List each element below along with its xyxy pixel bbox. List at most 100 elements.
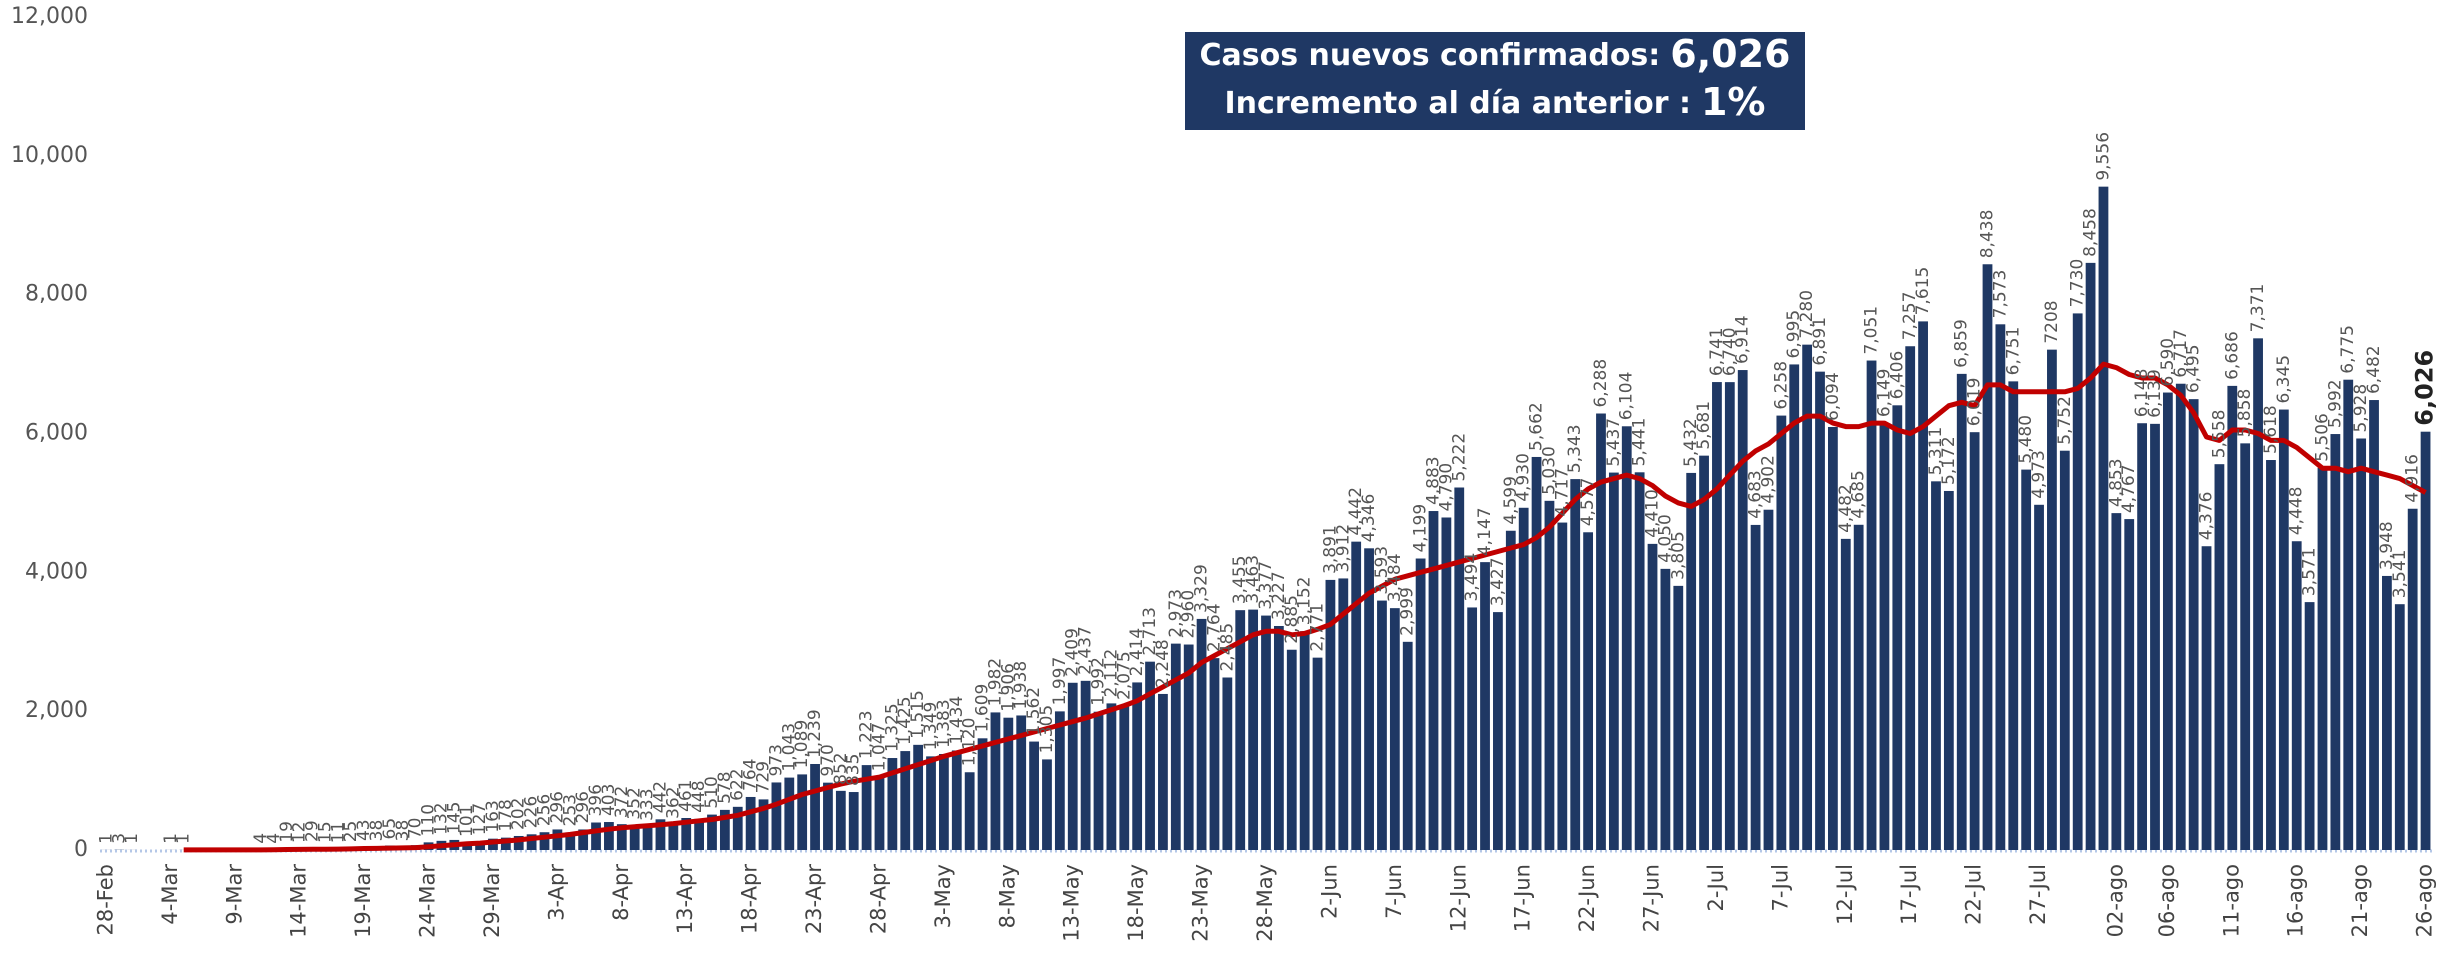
bar bbox=[1248, 609, 1259, 850]
data-label: 3,427 bbox=[1488, 557, 1508, 606]
data-label: 1,047 bbox=[869, 723, 889, 772]
bar bbox=[1931, 481, 1941, 850]
bar bbox=[1145, 661, 1155, 850]
x-tick-label: 23-Apr bbox=[802, 864, 826, 935]
data-label: 5,928 bbox=[2351, 384, 2371, 433]
data-label: 835 bbox=[844, 754, 864, 786]
bar bbox=[1866, 360, 1877, 850]
bar bbox=[2343, 379, 2354, 850]
data-label: 5,618 bbox=[2261, 405, 2281, 454]
x-tick-label: 27-Jul bbox=[2026, 864, 2050, 925]
data-label: 5,437 bbox=[1604, 418, 1624, 467]
bar bbox=[1596, 413, 1606, 850]
x-tick-label: 3-Apr bbox=[544, 864, 568, 921]
data-label: 1,982 bbox=[985, 658, 1005, 707]
x-tick-label: 8-Apr bbox=[609, 864, 633, 921]
bar bbox=[1673, 585, 1684, 850]
x-tick-label: 22-Jul bbox=[1962, 864, 1986, 925]
bar bbox=[642, 826, 653, 850]
bar bbox=[2059, 450, 2070, 850]
data-label: 5,992 bbox=[2325, 379, 2345, 428]
data-label: 4,050 bbox=[1655, 514, 1675, 563]
annotation-value: 1% bbox=[1701, 80, 1766, 124]
data-label: 2,764 bbox=[1204, 603, 1224, 652]
y-tick-label: 4,000 bbox=[25, 559, 88, 584]
bar bbox=[1634, 472, 1645, 850]
data-label: 4,147 bbox=[1475, 507, 1495, 556]
bar bbox=[1351, 541, 1362, 850]
data-label: 852 bbox=[831, 752, 851, 784]
bar bbox=[694, 818, 705, 850]
bar bbox=[977, 738, 988, 850]
bar bbox=[1467, 607, 1478, 850]
data-label: 3,227 bbox=[1269, 571, 1289, 620]
x-tick-label: 8-May bbox=[995, 864, 1019, 928]
data-label: 2,771 bbox=[1308, 603, 1328, 652]
bar bbox=[1995, 324, 2006, 850]
data-label: 5,558 bbox=[2209, 410, 2229, 459]
x-tick-label: 18-May bbox=[1124, 864, 1148, 942]
bar bbox=[2201, 546, 2212, 850]
data-label: 5,441 bbox=[1630, 418, 1650, 467]
bar bbox=[1905, 346, 1916, 850]
bar bbox=[1222, 677, 1233, 850]
bar bbox=[758, 799, 769, 850]
data-label: 6,686 bbox=[2222, 331, 2242, 380]
annotation-box bbox=[1185, 32, 1805, 130]
data-label: 4,902 bbox=[1758, 455, 1778, 504]
data-label: 8,438 bbox=[1978, 210, 1998, 259]
bar bbox=[1119, 705, 1130, 850]
data-label: 9,556 bbox=[2093, 132, 2113, 181]
data-label: 8,458 bbox=[2081, 208, 2101, 257]
data-label: 1,089 bbox=[792, 720, 812, 769]
data-label: 6,149 bbox=[1874, 368, 1894, 417]
data-label: 4,442 bbox=[1346, 487, 1366, 536]
y-tick-label: 6,000 bbox=[25, 421, 88, 446]
bar bbox=[745, 796, 756, 850]
x-tick-label: 4-Mar bbox=[158, 864, 182, 925]
data-label: 38 bbox=[367, 820, 387, 842]
data-label: 4,883 bbox=[1423, 456, 1443, 505]
data-label: 6,717 bbox=[2171, 329, 2191, 378]
bar bbox=[1402, 641, 1413, 850]
data-label: 4,973 bbox=[2029, 450, 2049, 499]
bar bbox=[707, 814, 717, 850]
bar bbox=[1712, 382, 1722, 850]
data-label: 1,325 bbox=[882, 703, 902, 752]
data-label: 6,345 bbox=[2274, 355, 2294, 404]
data-label: 3,948 bbox=[2377, 521, 2397, 570]
bar bbox=[1737, 370, 1748, 850]
data-label: 6,258 bbox=[1771, 361, 1791, 410]
x-tick-label: 17-Jul bbox=[1897, 864, 1921, 925]
bar bbox=[1982, 264, 1993, 850]
data-label: 3,484 bbox=[1385, 553, 1405, 602]
data-label: 729 bbox=[754, 761, 774, 793]
x-tick-label: 7-Jun bbox=[1382, 864, 1406, 919]
bar bbox=[939, 753, 949, 850]
data-label: 5,343 bbox=[1565, 424, 1585, 473]
data-label: 1,120 bbox=[960, 718, 980, 767]
x-tick-label: 02-ago bbox=[2103, 864, 2127, 937]
data-label: 29 bbox=[303, 820, 323, 842]
data-label: 3 bbox=[109, 833, 129, 844]
bar bbox=[848, 792, 859, 850]
data-label: 43 bbox=[354, 819, 374, 841]
data-label: 622 bbox=[728, 768, 748, 800]
data-label: 132 bbox=[431, 802, 451, 834]
bar bbox=[1686, 472, 1697, 850]
x-tick-label: 28-Feb bbox=[93, 864, 117, 935]
bar bbox=[887, 758, 898, 850]
bar bbox=[1531, 456, 1542, 850]
bar bbox=[771, 782, 782, 850]
data-label: 3,494 bbox=[1462, 553, 1482, 602]
bar bbox=[604, 822, 614, 850]
annotation-value: 6,026 bbox=[1670, 32, 1790, 76]
bar bbox=[990, 712, 1001, 850]
data-label: 372 bbox=[612, 786, 632, 818]
bar bbox=[2021, 469, 2032, 850]
bar bbox=[2291, 541, 2302, 850]
bar bbox=[1583, 532, 1593, 850]
data-label: 1,239 bbox=[805, 709, 825, 758]
data-label: 333 bbox=[638, 788, 658, 820]
data-label: 5,311 bbox=[1926, 427, 1946, 476]
